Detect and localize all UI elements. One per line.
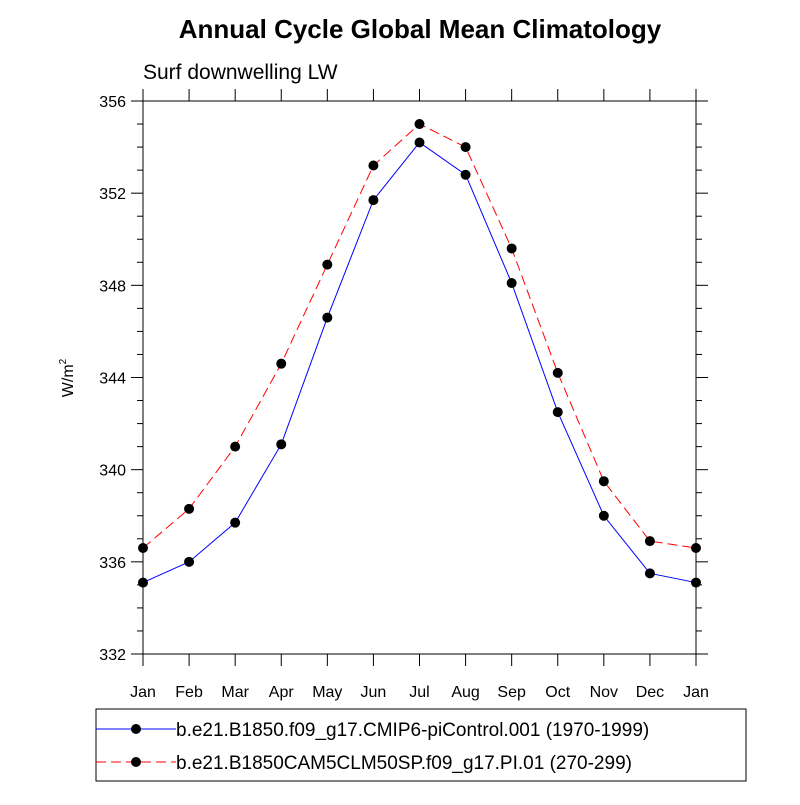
y-axis-label: W/m2 — [58, 358, 77, 397]
y-tick-label: 340 — [99, 463, 126, 480]
data-point — [552, 407, 563, 418]
data-point — [552, 367, 563, 378]
y-tick-label: 332 — [99, 647, 126, 664]
data-point — [414, 137, 425, 148]
y-tick-label: 348 — [99, 278, 126, 295]
data-point — [460, 169, 471, 180]
plot-area: 332 336 340 344 348 352 356 Jan Feb Mar Apr May Jun J… — [58, 89, 709, 701]
legend-box — [95, 708, 747, 782]
data-point — [691, 543, 701, 554]
series-2 — [138, 119, 701, 554]
chart-title: Annual Cycle Global Mean Climatology — [179, 14, 662, 44]
x-tick-label: Jan — [683, 684, 709, 701]
y-axis-label-text: W/m — [60, 364, 77, 397]
y-tick-label: 344 — [99, 371, 126, 388]
data-point — [276, 439, 287, 450]
data-point — [138, 577, 148, 588]
data-point — [644, 536, 655, 547]
data-point — [368, 160, 379, 171]
x-tick-label: Jul — [409, 684, 429, 701]
x-tick-label: Jun — [361, 684, 387, 701]
y-axis-label-superscript: 2 — [58, 358, 69, 364]
data-point — [230, 441, 241, 452]
data-point — [230, 517, 241, 528]
series-1 — [138, 137, 701, 588]
x-tick-label: Oct — [545, 684, 570, 701]
chart-subtitle: Surf downwelling LW — [143, 61, 338, 84]
y-tick-label: 356 — [99, 94, 126, 111]
y-tick-label: 336 — [99, 555, 126, 572]
data-point — [506, 243, 517, 254]
data-point — [138, 543, 148, 554]
data-point — [506, 278, 517, 289]
data-point — [598, 510, 609, 521]
legend-marker — [131, 724, 141, 734]
x-tick-label: Feb — [175, 684, 203, 701]
data-point — [322, 259, 333, 270]
data-point — [276, 358, 287, 369]
x-tick-label: Apr — [269, 684, 295, 701]
x-tick-label: Sep — [497, 684, 526, 701]
legend: b.e21.B1850.f09_g17.CMIP6-piControl.001 … — [95, 708, 747, 782]
x-tick-label: Mar — [221, 684, 249, 701]
legend-label: b.e21.B1850CAM5CLM50SP.f09_g17.PI.01 (27… — [176, 753, 632, 774]
data-point — [644, 568, 655, 579]
x-tick-label: Jan — [130, 684, 156, 701]
data-point — [460, 142, 471, 153]
x-tick-label: May — [312, 684, 342, 701]
series-line — [142, 141, 697, 584]
data-point — [184, 503, 195, 514]
y-tick-label: 352 — [99, 186, 126, 203]
data-point — [184, 556, 195, 567]
x-tick-label: Nov — [590, 684, 618, 701]
legend-label: b.e21.B1850.f09_g17.CMIP6-piControl.001 … — [176, 720, 649, 741]
series-line — [142, 123, 697, 549]
plot-frame — [142, 100, 697, 655]
data-point — [598, 476, 609, 487]
x-tick-label: Dec — [636, 684, 664, 701]
data-point — [368, 195, 379, 206]
x-tick-label: Aug — [451, 684, 479, 701]
data-point — [691, 577, 701, 588]
data-point — [414, 119, 425, 130]
data-point — [322, 312, 333, 323]
legend-marker — [131, 757, 141, 767]
